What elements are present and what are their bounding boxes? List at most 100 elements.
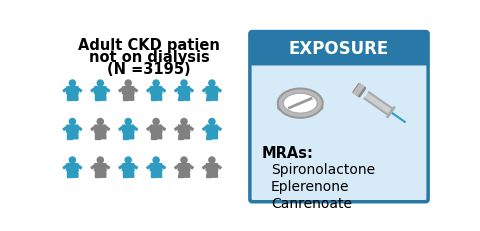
Polygon shape — [95, 87, 106, 94]
Polygon shape — [119, 88, 123, 92]
Polygon shape — [122, 164, 134, 170]
Polygon shape — [63, 88, 68, 92]
Polygon shape — [216, 126, 221, 131]
Text: Canrenoate: Canrenoate — [271, 197, 352, 211]
Text: Adult CKD patien: Adult CKD patien — [78, 38, 220, 53]
Text: Eplerenone: Eplerenone — [271, 180, 349, 194]
Polygon shape — [67, 94, 72, 100]
Polygon shape — [184, 132, 190, 139]
Polygon shape — [184, 170, 190, 177]
Polygon shape — [95, 125, 106, 132]
Polygon shape — [178, 125, 190, 132]
Polygon shape — [216, 164, 221, 169]
Circle shape — [69, 157, 75, 163]
Polygon shape — [95, 94, 100, 100]
Ellipse shape — [278, 102, 323, 113]
Polygon shape — [67, 87, 78, 94]
Polygon shape — [203, 88, 207, 92]
Polygon shape — [161, 164, 165, 169]
Polygon shape — [91, 126, 96, 131]
Polygon shape — [95, 170, 100, 177]
Polygon shape — [161, 126, 165, 131]
Polygon shape — [133, 164, 137, 169]
Text: Spironolactone: Spironolactone — [271, 163, 375, 177]
Polygon shape — [73, 170, 78, 177]
Polygon shape — [129, 94, 134, 100]
Polygon shape — [105, 126, 109, 131]
Polygon shape — [184, 94, 190, 100]
Circle shape — [125, 119, 131, 125]
FancyBboxPatch shape — [250, 32, 428, 65]
Polygon shape — [213, 170, 217, 177]
Circle shape — [153, 119, 159, 125]
Polygon shape — [67, 132, 72, 139]
Circle shape — [97, 157, 103, 163]
Polygon shape — [133, 126, 137, 131]
Polygon shape — [119, 164, 123, 169]
Polygon shape — [119, 126, 123, 131]
Polygon shape — [67, 170, 72, 177]
Ellipse shape — [278, 88, 323, 118]
Polygon shape — [151, 132, 156, 139]
Polygon shape — [150, 164, 162, 170]
Polygon shape — [91, 164, 96, 169]
Circle shape — [97, 119, 103, 125]
Polygon shape — [122, 87, 134, 94]
Polygon shape — [179, 132, 183, 139]
Polygon shape — [67, 164, 78, 170]
Polygon shape — [213, 132, 217, 139]
Circle shape — [153, 80, 159, 86]
Polygon shape — [179, 94, 183, 100]
Polygon shape — [156, 132, 162, 139]
Polygon shape — [77, 126, 82, 131]
Polygon shape — [254, 57, 423, 63]
Text: EXPOSURE: EXPOSURE — [289, 40, 389, 58]
Circle shape — [125, 80, 131, 86]
Polygon shape — [203, 126, 207, 131]
Text: not on dialysis: not on dialysis — [89, 50, 209, 65]
Circle shape — [209, 157, 215, 163]
Polygon shape — [175, 88, 179, 92]
Circle shape — [181, 119, 187, 125]
Polygon shape — [206, 170, 211, 177]
Polygon shape — [206, 132, 211, 139]
Polygon shape — [156, 94, 162, 100]
Circle shape — [69, 80, 75, 86]
Polygon shape — [122, 125, 134, 132]
Polygon shape — [122, 170, 128, 177]
Polygon shape — [189, 88, 193, 92]
Polygon shape — [213, 94, 217, 100]
Polygon shape — [150, 125, 162, 132]
Polygon shape — [77, 88, 82, 92]
Polygon shape — [206, 94, 211, 100]
Circle shape — [209, 80, 215, 86]
Polygon shape — [206, 125, 218, 132]
Polygon shape — [147, 88, 151, 92]
Polygon shape — [175, 164, 179, 169]
Circle shape — [181, 157, 187, 163]
Polygon shape — [151, 170, 156, 177]
Polygon shape — [203, 164, 207, 169]
Polygon shape — [189, 126, 193, 131]
Polygon shape — [189, 164, 193, 169]
Polygon shape — [101, 94, 106, 100]
Polygon shape — [63, 164, 68, 169]
Circle shape — [69, 119, 75, 125]
Polygon shape — [178, 164, 190, 170]
Polygon shape — [147, 164, 151, 169]
Circle shape — [181, 80, 187, 86]
Polygon shape — [73, 94, 78, 100]
Polygon shape — [105, 164, 109, 169]
Polygon shape — [95, 164, 106, 170]
Polygon shape — [63, 126, 68, 131]
Circle shape — [125, 157, 131, 163]
Polygon shape — [151, 94, 156, 100]
Polygon shape — [77, 164, 82, 169]
Polygon shape — [179, 170, 183, 177]
Polygon shape — [91, 88, 96, 92]
Polygon shape — [216, 88, 221, 92]
Polygon shape — [101, 132, 106, 139]
Polygon shape — [67, 125, 78, 132]
Circle shape — [153, 157, 159, 163]
Polygon shape — [156, 170, 162, 177]
